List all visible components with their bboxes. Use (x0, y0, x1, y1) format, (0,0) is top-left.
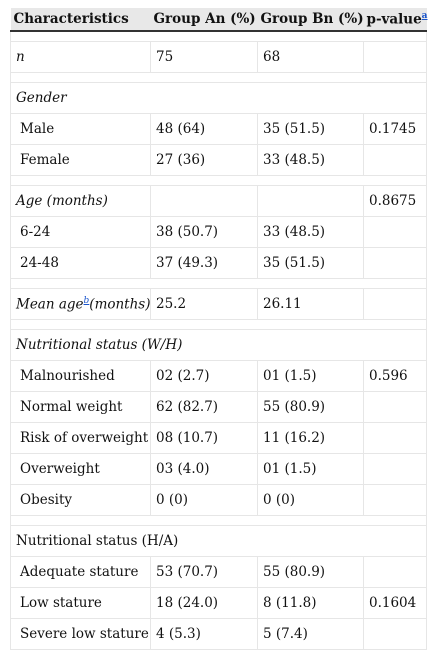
cell-group-a: 62 (82.7) (150, 391, 258, 423)
header-p-value: p-valuea (363, 8, 428, 32)
mean-age-unit: (months) (89, 296, 151, 313)
row-label-malnourished: Malnourished (10, 360, 151, 392)
cell-group-b: 0 (0) (257, 484, 364, 516)
row-label-age-24-48: 24-48 (10, 247, 151, 279)
cell-group-b: 01 (1.5) (257, 360, 364, 392)
cell-group-b: 5 (7.4) (257, 618, 364, 650)
cell-p-value (363, 453, 427, 485)
cell-group-b: 55 (80.9) (257, 391, 364, 423)
footnote-b-link[interactable]: b (83, 295, 90, 306)
table-row: 6-24 38 (50.7) 33 (48.5) (10, 216, 427, 248)
cell-group-a: 25.2 (150, 288, 258, 320)
cell-group-a: 08 (10.7) (150, 422, 258, 454)
table-row: 24-48 37 (49.3) 35 (51.5) (10, 247, 427, 279)
header-row: Characteristics Group An (%) Group Bn (%… (10, 8, 428, 32)
table-row: Risk of overweight 08 (10.7) 11 (16.2) (10, 422, 427, 454)
cell-group-a: 03 (4.0) (150, 453, 258, 485)
table-row: Malnourished 02 (2.7) 01 (1.5) 0.596 (10, 360, 427, 392)
cell-p-value (363, 556, 427, 588)
cell-group-a: 53 (70.7) (150, 556, 258, 588)
header-group-a: Group An (%) (150, 8, 258, 32)
cell-group-a: 37 (49.3) (150, 247, 258, 279)
table-row: Severe low stature 4 (5.3) 5 (7.4) (10, 618, 427, 650)
table-row: Age (months) 0.8675 (10, 185, 427, 217)
table-row: Adequate stature 53 (70.7) 55 (80.9) (10, 556, 427, 588)
row-label-mean-age: Mean ageb(months) (10, 288, 151, 320)
cell-group-b: 33 (48.5) (257, 216, 364, 248)
row-label-severe-low-stature: Severe low stature (10, 618, 151, 650)
cell-p-value (363, 41, 427, 73)
row-label-age-6-24: 6-24 (10, 216, 151, 248)
cell-p-value (363, 422, 427, 454)
cell-group-b: 01 (1.5) (257, 453, 364, 485)
section-nutritional-ha: Nutritional status (H/A) (10, 525, 427, 557)
row-label-obesity: Obesity (10, 484, 151, 516)
footnote-a-link[interactable]: a (421, 10, 428, 21)
row-label-age: Age (months) (10, 185, 151, 217)
row-label-overweight: Overweight (10, 453, 151, 485)
cell-p-value: 0.1745 (363, 113, 427, 145)
cell-group-b: 11 (16.2) (257, 422, 364, 454)
cell-group-b: 8 (11.8) (257, 587, 364, 619)
cell-p-value (363, 288, 427, 320)
cell-p-value (363, 247, 427, 279)
header-group-b: Group Bn (%) (257, 8, 364, 32)
table-row: Obesity 0 (0) 0 (0) (10, 484, 427, 516)
cell-p-value (363, 618, 427, 650)
row-label-n: n (10, 41, 151, 73)
cell-group-a: 48 (64) (150, 113, 258, 145)
section-nutritional-wh: Nutritional status (W/H) (10, 329, 427, 361)
cell-group-a (150, 185, 258, 217)
row-label-female: Female (10, 144, 151, 176)
cell-group-b: 35 (51.5) (257, 247, 364, 279)
table-row: n 75 68 (10, 41, 427, 73)
cell-p-value (363, 144, 427, 176)
cell-group-b (257, 185, 364, 217)
cell-p-value (363, 216, 427, 248)
row-label-male: Male (10, 113, 151, 145)
cell-group-b: 33 (48.5) (257, 144, 364, 176)
cell-group-b: 26.11 (257, 288, 364, 320)
section-row: Gender (10, 82, 427, 114)
cell-group-a: 38 (50.7) (150, 216, 258, 248)
table-row: Low stature 18 (24.0) 8 (11.8) 0.1604 (10, 587, 427, 619)
header-p-value-label: p-value (366, 11, 422, 28)
table-row: Mean ageb(months) 25.2 26.11 (10, 288, 427, 320)
characteristics-table: Characteristics Group An (%) Group Bn (%… (10, 8, 428, 650)
cell-group-b: 55 (80.9) (257, 556, 364, 588)
cell-p-value (363, 484, 427, 516)
cell-p-value: 0.596 (363, 360, 427, 392)
cell-group-a: 02 (2.7) (150, 360, 258, 392)
cell-group-a: 18 (24.0) (150, 587, 258, 619)
table-row: Male 48 (64) 35 (51.5) 0.1745 (10, 113, 427, 145)
row-label-risk-overweight: Risk of overweight (10, 422, 151, 454)
cell-p-value (363, 391, 427, 423)
cell-p-value: 0.1604 (363, 587, 427, 619)
header-characteristics: Characteristics (10, 8, 151, 32)
table-row: Normal weight 62 (82.7) 55 (80.9) (10, 391, 427, 423)
section-row: Nutritional status (W/H) (10, 329, 427, 361)
row-label-normal-weight: Normal weight (10, 391, 151, 423)
table-row: Overweight 03 (4.0) 01 (1.5) (10, 453, 427, 485)
cell-group-a: 0 (0) (150, 484, 258, 516)
cell-group-b: 35 (51.5) (257, 113, 364, 145)
cell-group-b: 68 (257, 41, 364, 73)
cell-group-a: 75 (150, 41, 258, 73)
row-label-adequate-stature: Adequate stature (10, 556, 151, 588)
row-label-low-stature: Low stature (10, 587, 151, 619)
cell-group-a: 27 (36) (150, 144, 258, 176)
mean-age-label: Mean age (16, 296, 84, 313)
section-row: Nutritional status (H/A) (10, 525, 427, 557)
cell-p-value: 0.8675 (363, 185, 427, 217)
table-row: Female 27 (36) 33 (48.5) (10, 144, 427, 176)
cell-group-a: 4 (5.3) (150, 618, 258, 650)
section-gender: Gender (10, 82, 427, 114)
